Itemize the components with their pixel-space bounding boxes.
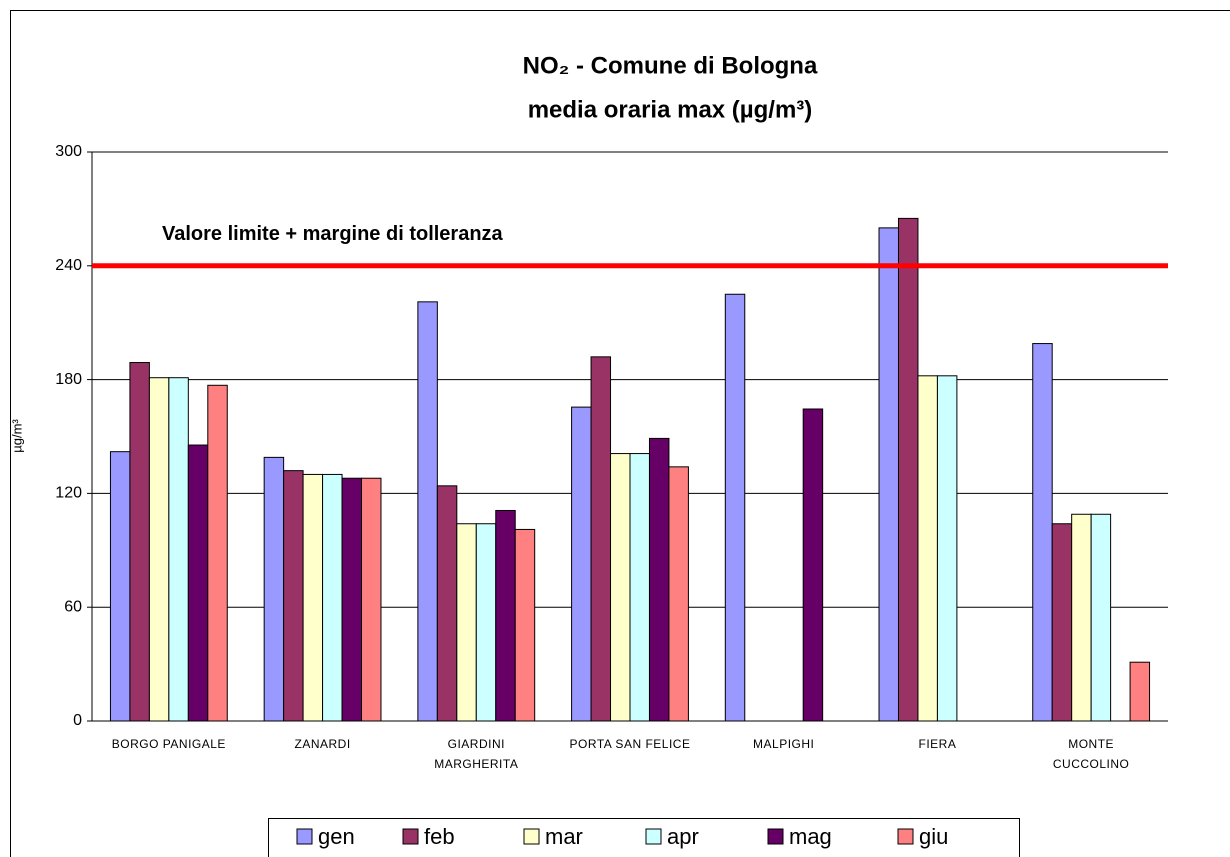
legend-label: apr [667, 824, 699, 849]
x-tick-label: CUCCOLINO [1053, 757, 1130, 771]
legend-label: feb [424, 824, 455, 849]
legend-swatch [523, 828, 540, 845]
legend-swatch [402, 828, 419, 845]
y-axis-label: µg/m³ [9, 419, 24, 453]
x-tick-label: PORTA SAN FELICE [570, 737, 691, 751]
bar [1129, 661, 1151, 722]
y-tick-label: 0 [73, 712, 82, 729]
y-tick-label: 180 [55, 371, 82, 388]
legend-label: giu [919, 824, 948, 849]
y-tick-label: 300 [55, 143, 82, 160]
bar [802, 408, 824, 722]
x-tick-label: MONTE [1068, 737, 1114, 751]
bar [322, 473, 343, 722]
bar [897, 217, 919, 722]
bar [417, 301, 438, 722]
x-tick-label: MARGHERITA [434, 757, 518, 771]
bar [514, 528, 536, 722]
bar [1090, 513, 1112, 722]
legend-swatch [645, 828, 662, 845]
x-tick-label: BORGO PANIGALE [112, 737, 226, 751]
legend-swatch [767, 828, 784, 845]
x-tick-label: MALPIGHI [753, 737, 814, 751]
bar [148, 377, 170, 722]
bar [648, 437, 670, 722]
bar [1071, 513, 1092, 722]
bar [878, 227, 899, 722]
bar [109, 451, 131, 722]
legend-box [268, 818, 1020, 857]
bar [456, 523, 477, 722]
bar [168, 377, 189, 722]
legend-swatch [897, 828, 914, 845]
bar [936, 375, 958, 722]
bar [571, 406, 592, 722]
bar [1032, 343, 1053, 722]
bar [475, 523, 497, 722]
bar [207, 384, 228, 722]
bar [610, 453, 631, 722]
bar [361, 477, 382, 722]
bar [668, 466, 689, 722]
bar [341, 477, 363, 722]
bar [129, 362, 150, 722]
y-tick-label: 240 [55, 257, 82, 274]
legend-label: mar [545, 824, 583, 849]
bar [495, 509, 516, 722]
bar [283, 470, 304, 722]
bar [917, 375, 938, 722]
x-tick-label: FIERA [919, 737, 957, 751]
legend-label: gen [318, 824, 355, 849]
bar [302, 473, 324, 722]
chart-subtitle: media oraria max (µg/m³) [528, 96, 813, 123]
bar [436, 485, 458, 722]
chart-title: NO₂ - Comune di Bologna [523, 52, 818, 79]
y-tick-label: 120 [55, 485, 82, 502]
threshold-label: Valore limite + margine di tolleranza [162, 223, 504, 245]
bar [629, 453, 650, 722]
x-tick-label: GIARDINI [448, 737, 505, 751]
legend-label: mag [789, 824, 832, 849]
bar [1051, 523, 1073, 722]
legend-swatch [296, 828, 313, 845]
bar [590, 356, 612, 722]
bar [263, 456, 285, 722]
y-tick-label: 60 [64, 598, 82, 615]
x-tick-label: ZANARDI [294, 737, 350, 751]
bar [187, 444, 209, 722]
bar [724, 293, 746, 722]
